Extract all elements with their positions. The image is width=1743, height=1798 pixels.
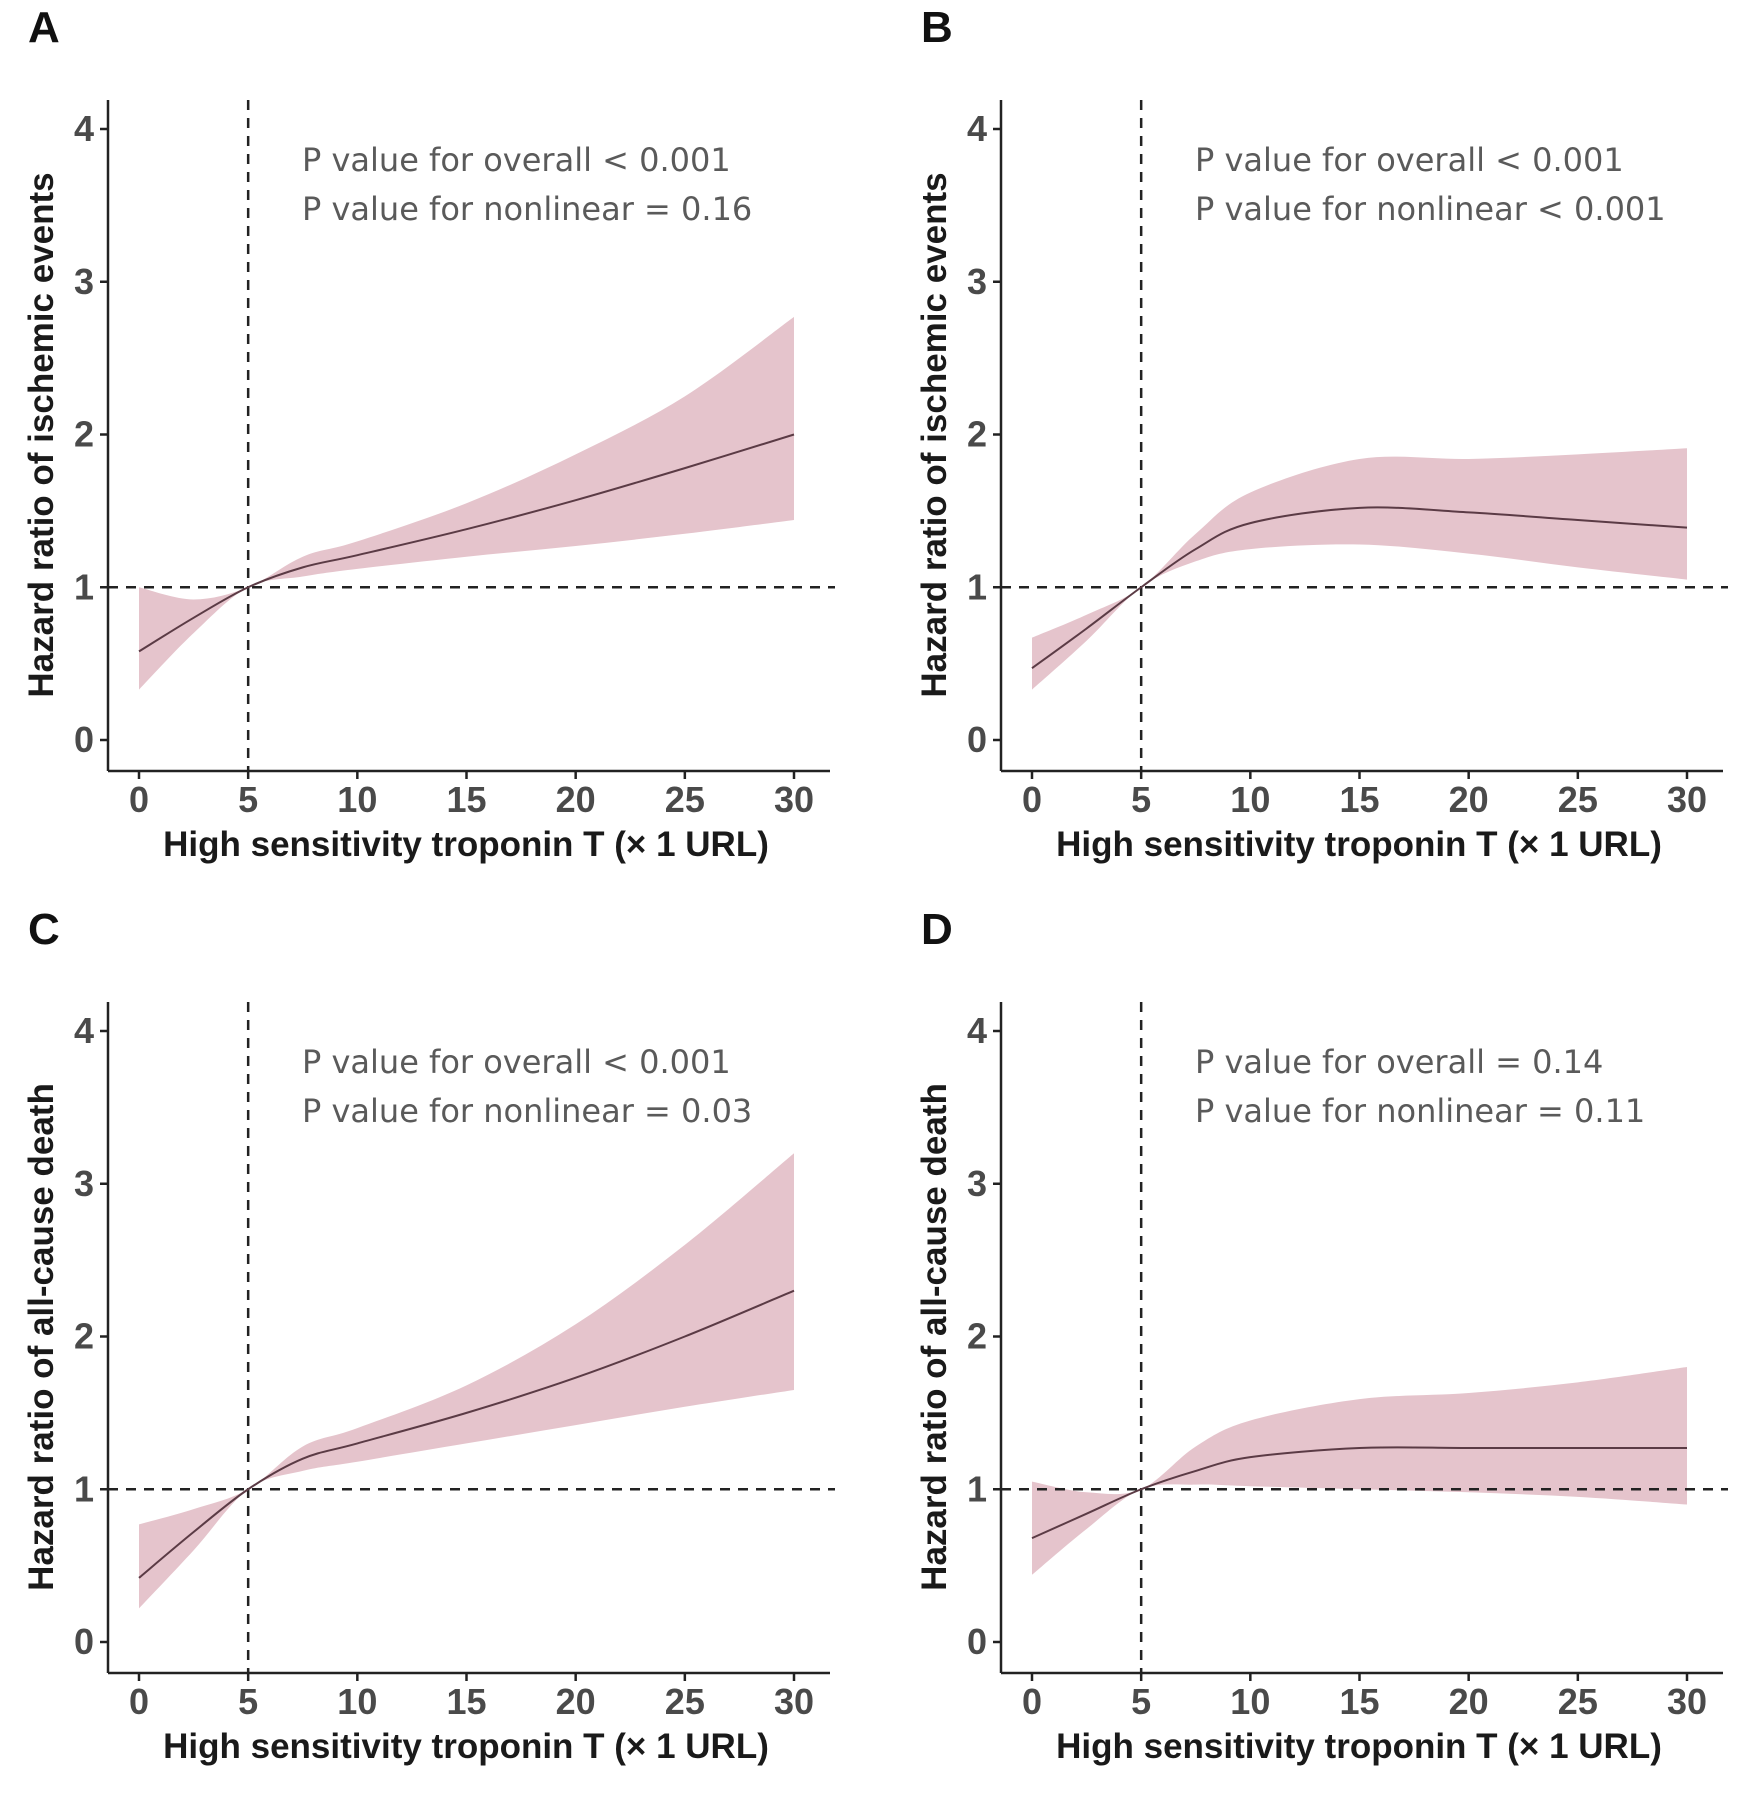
x-tick-label: 20 [1449, 1681, 1489, 1722]
y-tick-label: 4 [74, 1010, 94, 1051]
x-axis-title: High sensitivity troponin T (× 1 URL) [1056, 825, 1662, 864]
panel-letter: D [921, 905, 953, 954]
y-tick-label: 0 [74, 719, 94, 760]
y-axis-title: Hazard ratio of ischemic events [22, 172, 61, 697]
x-tick-label: 5 [1131, 1681, 1151, 1722]
y-tick-label: 0 [74, 1621, 94, 1662]
x-tick-label: 15 [446, 1681, 486, 1722]
p-value-annotation: P value for nonlinear = 0.11 [1195, 1092, 1645, 1130]
y-tick-label: 1 [967, 1468, 987, 1509]
x-tick-label: 10 [1230, 779, 1270, 820]
x-tick-label: 30 [774, 779, 814, 820]
y-tick-label: 1 [74, 1468, 94, 1509]
p-value-annotation: P value for overall < 0.001 [302, 141, 731, 179]
y-tick-label: 3 [967, 261, 987, 302]
x-tick-label: 15 [1339, 779, 1379, 820]
x-axis-title: High sensitivity troponin T (× 1 URL) [163, 825, 769, 864]
x-tick-label: 5 [1131, 779, 1151, 820]
x-tick-label: 20 [556, 779, 596, 820]
x-tick-label: 15 [1339, 1681, 1379, 1722]
y-tick-label: 0 [967, 1621, 987, 1662]
y-tick-label: 2 [74, 1316, 94, 1357]
panel-letter: C [28, 905, 60, 954]
x-tick-label: 30 [774, 1681, 814, 1722]
x-tick-label: 25 [665, 779, 705, 820]
y-axis-title: Hazard ratio of all-cause death [22, 1083, 61, 1591]
y-tick-label: 2 [967, 1316, 987, 1357]
x-tick-label: 5 [238, 1681, 258, 1722]
x-tick-label: 25 [1558, 779, 1598, 820]
y-tick-label: 3 [74, 261, 94, 302]
confidence-band [139, 1153, 794, 1609]
y-tick-label: 3 [74, 1163, 94, 1204]
x-tick-label: 10 [337, 1681, 377, 1722]
x-tick-label: 20 [556, 1681, 596, 1722]
y-tick-label: 2 [74, 414, 94, 455]
p-value-annotation: P value for overall < 0.001 [302, 1043, 731, 1081]
x-tick-label: 30 [1667, 1681, 1707, 1722]
p-value-annotation: P value for nonlinear = 0.03 [302, 1092, 752, 1130]
x-axis-title: High sensitivity troponin T (× 1 URL) [163, 1727, 769, 1766]
x-tick-label: 25 [665, 1681, 705, 1722]
y-tick-label: 1 [967, 566, 987, 607]
x-tick-label: 5 [238, 779, 258, 820]
x-tick-label: 10 [1230, 1681, 1270, 1722]
p-value-annotation: P value for overall = 0.14 [1195, 1043, 1603, 1081]
p-value-annotation: P value for nonlinear = 0.16 [302, 190, 752, 228]
x-tick-label: 25 [1558, 1681, 1598, 1722]
panel-letter: A [28, 3, 60, 52]
y-tick-label: 0 [967, 719, 987, 760]
y-axis-title: Hazard ratio of ischemic events [915, 172, 954, 697]
estimate-line [1031, 1446, 1687, 1540]
y-tick-label: 4 [967, 1010, 987, 1051]
x-axis-title: High sensitivity troponin T (× 1 URL) [1056, 1727, 1662, 1766]
y-tick-label: 1 [74, 566, 94, 607]
x-tick-label: 0 [1022, 1681, 1042, 1722]
confidence-band [139, 316, 794, 690]
x-tick-label: 0 [129, 779, 149, 820]
estimate-line [1031, 506, 1688, 670]
y-tick-label: 4 [967, 108, 987, 149]
estimate-line [138, 433, 795, 653]
x-tick-label: 0 [129, 1681, 149, 1722]
y-tick-label: 3 [967, 1163, 987, 1204]
x-tick-label: 30 [1667, 779, 1707, 820]
p-value-annotation: P value for overall < 0.001 [1195, 141, 1624, 179]
y-axis-title: Hazard ratio of all-cause death [915, 1083, 954, 1591]
y-tick-label: 2 [967, 414, 987, 455]
panel-letter: B [921, 3, 953, 52]
x-tick-label: 20 [1449, 779, 1489, 820]
x-tick-label: 0 [1022, 779, 1042, 820]
estimate-line [138, 1289, 795, 1579]
p-value-annotation: P value for nonlinear < 0.001 [1195, 190, 1666, 228]
x-tick-label: 10 [337, 779, 377, 820]
confidence-band [1032, 1367, 1687, 1575]
y-tick-label: 4 [74, 108, 94, 149]
confidence-band [1032, 448, 1687, 690]
x-tick-label: 15 [446, 779, 486, 820]
